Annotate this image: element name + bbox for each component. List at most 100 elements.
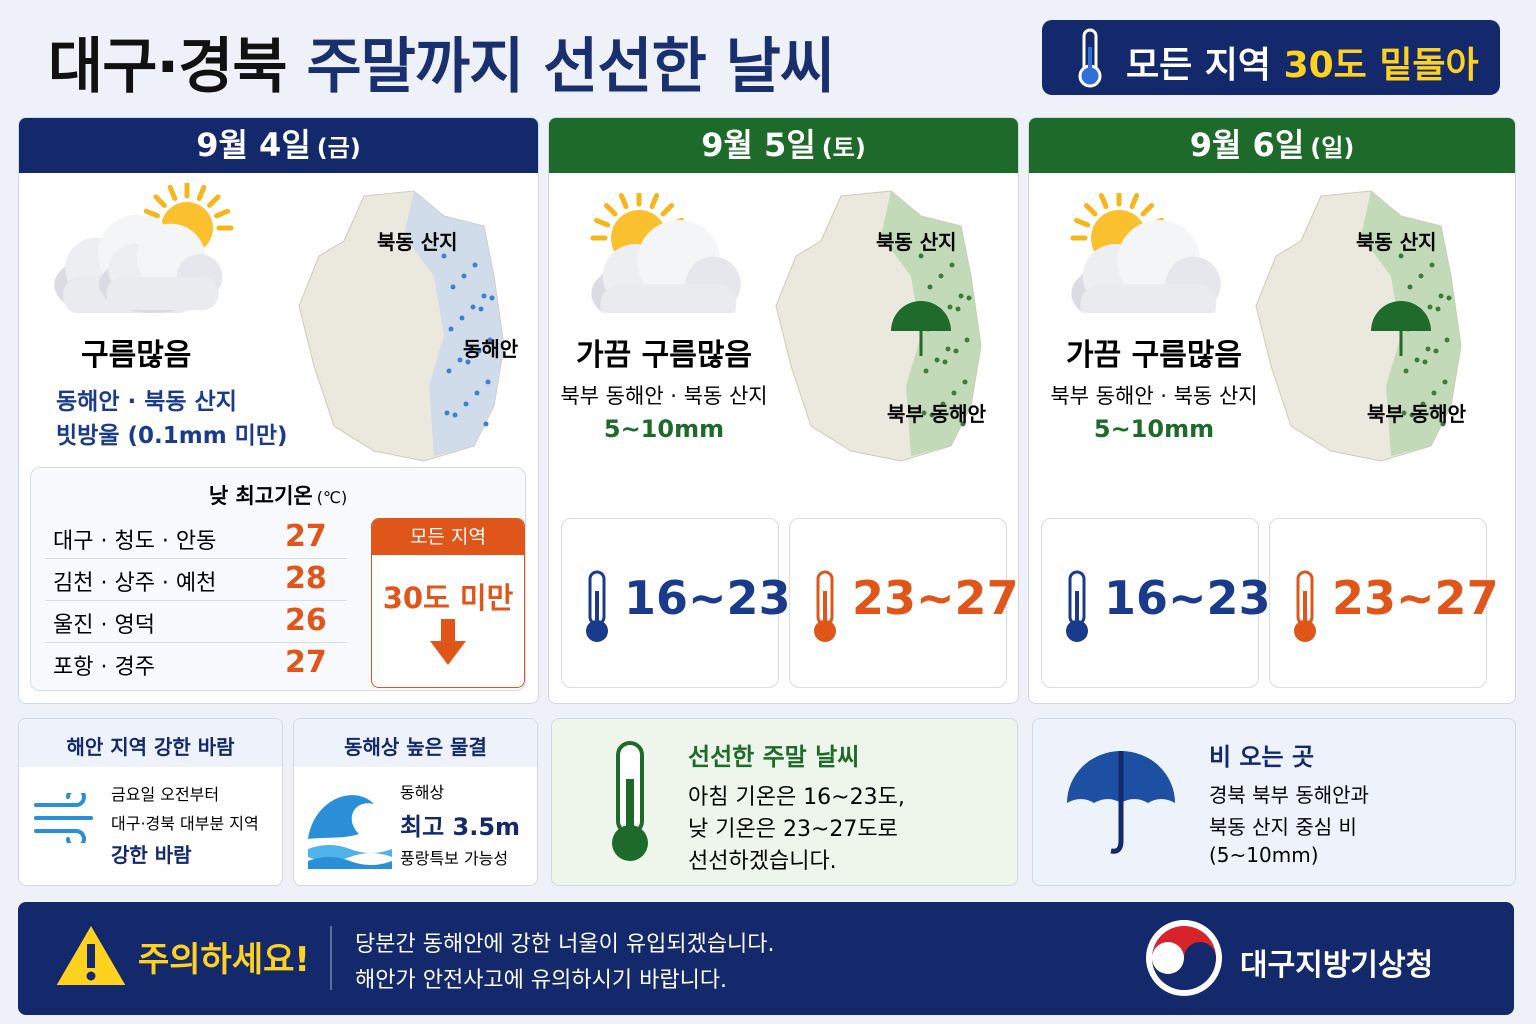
card-line: 동해상 — [400, 783, 445, 802]
temp-range: 23~27 — [1332, 571, 1499, 625]
icon-shape — [444, 410, 450, 416]
day-weekday: (일) — [1310, 134, 1355, 162]
map-label: 동해안 — [463, 337, 519, 361]
icon-shape — [1440, 421, 1446, 427]
card-header — [19, 719, 282, 767]
icon-shape — [483, 421, 489, 427]
badge-highlight: 30도 밑돌아 — [1283, 45, 1479, 86]
icon-shape — [649, 193, 660, 210]
icon-shape — [940, 401, 946, 407]
icon-shape — [1418, 273, 1424, 279]
high-temp-box: 낮 최고기온 (℃) 대구 · 청도 · 안동 27 김천 · 상주 · 예천 28 울진 … — [30, 467, 526, 691]
thermometer-icon-svg — [814, 570, 836, 642]
temp-box: 16~23 — [1041, 518, 1271, 688]
region-temp: 28 — [285, 561, 327, 596]
rain-amount: 5~10mm — [603, 415, 725, 443]
umbrella-icon — [1063, 741, 1178, 856]
wave-icon — [304, 779, 392, 869]
card-line: 낮 기온은 23~27도로 — [688, 817, 898, 842]
icon-shape — [947, 304, 953, 310]
temp-box: 16~23 — [561, 518, 791, 688]
day-header: 9월 4일 (금) — [19, 118, 538, 173]
icon-shape — [618, 193, 629, 210]
day-date: 9월 6일 — [1189, 126, 1305, 164]
icon-shape — [1433, 348, 1439, 354]
icon-shape — [404, 191, 504, 456]
badge-text: 30도 미만 — [382, 581, 514, 615]
card-line: 풍랑특보 가능성 — [400, 849, 509, 868]
row-divider — [45, 558, 347, 559]
icon-shape — [1444, 337, 1450, 343]
icon-shape — [1303, 591, 1307, 627]
day-panel: 9월 6일 (일) 북동 산지 북부 동해안 가끔 구름많음 북부 동해안 · 북동 산지… — [1028, 117, 1516, 704]
warning-icon — [52, 920, 130, 990]
card-title: 비 오는 곳 — [1209, 743, 1315, 771]
header-badge: 모든 지역 30도 밑돌아 — [1042, 20, 1500, 95]
icon-shape — [34, 787, 86, 807]
icon-shape — [1420, 401, 1426, 407]
day-weekday: (토) — [821, 134, 866, 162]
thermometer-icon — [806, 569, 846, 645]
info-card: 동해상 높은 물결 동해상 최고 3.5m 풍랑특보 가능성 — [293, 718, 538, 886]
temp-box: 23~27 — [1269, 518, 1499, 688]
high-temp-title: 낮 최고기온 (℃) — [31, 480, 525, 510]
footer-divider — [330, 926, 332, 990]
icon-shape — [1129, 193, 1140, 210]
rain-amount: 5~10mm — [1093, 415, 1215, 443]
day-panel: 9월 5일 (토) 북동 산지 북부 동해안 가끔 구름많음 북부 동해안 · 북동 산지… — [548, 117, 1019, 704]
icon-shape — [960, 421, 966, 427]
day-date: 9월 4일 — [196, 126, 311, 164]
icon-shape — [446, 368, 452, 374]
condition: 구름많음 — [81, 338, 192, 373]
icon-shape — [1442, 379, 1448, 385]
day-header: 9월 6일 (일) — [1029, 118, 1515, 173]
icon-shape — [196, 184, 207, 201]
row-divider — [45, 642, 347, 643]
thermometer-icon — [1286, 569, 1326, 645]
weather-icon-svg — [590, 189, 741, 328]
warning-title: 주의하세요! — [138, 940, 310, 980]
temp-range: 16~23 — [624, 571, 791, 625]
thermometer-icon-svg — [612, 741, 648, 861]
rain-amount: 빗방울 (0.1mm 미만) — [56, 423, 288, 449]
card-title: 선선한 주말 날씨 — [688, 743, 860, 771]
map-svg — [1255, 190, 1462, 462]
weather-icon — [47, 181, 237, 318]
icon-shape — [1409, 412, 1415, 418]
icon-shape — [1403, 368, 1409, 374]
day-weekday: (금) — [316, 134, 361, 162]
icon-shape — [929, 412, 935, 418]
icon-shape — [1435, 306, 1441, 312]
map — [1251, 186, 1471, 471]
icon-shape — [942, 359, 948, 365]
icon-shape — [86, 971, 96, 981]
rain-area: 동해안 · 북동 산지 — [56, 389, 237, 415]
icon-shape — [1066, 620, 1088, 642]
weather-icon-svg — [54, 181, 234, 318]
icon-shape — [1075, 591, 1079, 627]
icon-shape — [823, 591, 827, 627]
region-temp: 27 — [285, 519, 327, 554]
temp-range: 16~23 — [1104, 571, 1271, 625]
icon-shape — [1425, 346, 1431, 352]
icon-shape — [938, 273, 944, 279]
icon-shape — [448, 326, 454, 332]
icon-shape — [153, 194, 167, 208]
icon-shape — [945, 346, 951, 352]
icon-shape — [1371, 301, 1431, 331]
warning-icon-svg — [53, 922, 129, 987]
icon-shape — [964, 337, 970, 343]
icon-shape — [470, 304, 476, 310]
card-line: 금요일 오전부터 — [111, 785, 220, 804]
icon-shape — [1398, 253, 1404, 259]
condition: 가끔 구름많음 — [1065, 338, 1243, 373]
map-label: 북동 산지 — [1356, 230, 1437, 254]
region-temp: 26 — [285, 603, 327, 638]
icon-shape — [1088, 47, 1092, 75]
icon-shape — [923, 368, 929, 374]
icon-shape — [966, 295, 972, 301]
icon-shape — [465, 359, 471, 365]
icon-shape — [1407, 284, 1413, 290]
